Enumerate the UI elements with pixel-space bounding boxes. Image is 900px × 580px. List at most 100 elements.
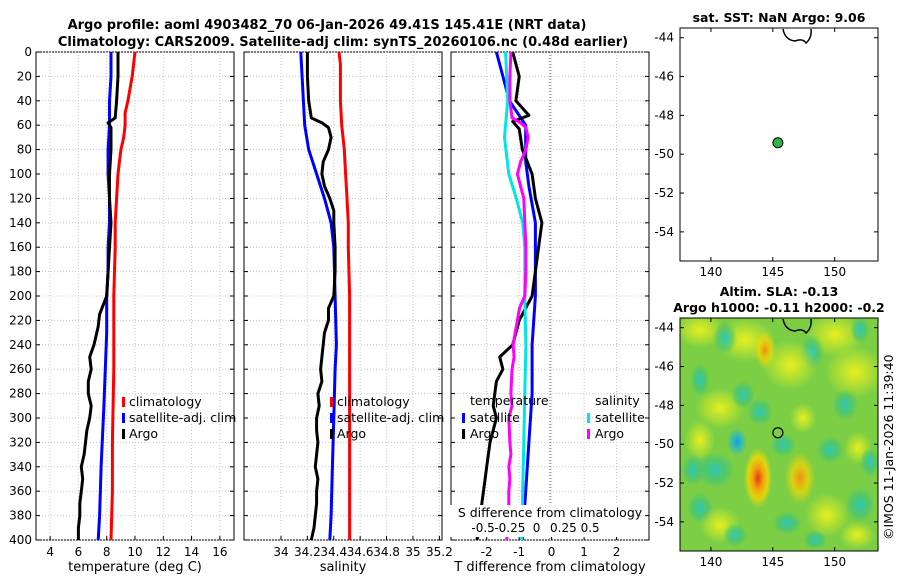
sla-blob [744, 448, 772, 508]
sla-blob [762, 340, 818, 390]
series-argo [76, 52, 120, 540]
series-argo [305, 52, 337, 540]
sla-blob [727, 428, 747, 456]
x-tick-label: 34 [273, 545, 288, 559]
x-tick-label: 140 [699, 265, 722, 279]
series-s-satellite [503, 52, 528, 540]
y-tick-label: 40 [17, 94, 32, 108]
salinity-legend: climatology satellite-adj. clim Argo [330, 394, 444, 441]
y-tick-label: 0 [24, 45, 32, 59]
legend-satellite-swatch [122, 413, 125, 423]
y-tick-label: 140 [9, 216, 32, 230]
legend-climatology-label: climatology [337, 394, 410, 409]
s-difference-ticks: -0.5 -0.25 0 0.25 0.5 [471, 521, 599, 535]
x-tick-label: 14 [184, 545, 199, 559]
temperature-ticks: 0 20 40 60 80 100 120 140 160 180 200 220 240 260 280 3… [9, 45, 234, 559]
sla-blob [803, 530, 827, 550]
y-tick-label: 240 [9, 338, 32, 352]
x-tick-label: 1 [580, 545, 588, 559]
sla-blob [690, 363, 710, 397]
sla-blob [860, 447, 878, 477]
x-tick-label: 34.8 [373, 545, 400, 559]
x-tick-label: 16 [212, 545, 227, 559]
y-tick-label: 300 [9, 411, 32, 425]
s-axis-backdrop [448, 505, 628, 537]
sla-map-title-line1: Altim. SLA: -0.13 [720, 284, 839, 299]
coastline [782, 28, 812, 45]
x-tick-label: 35.2 [426, 545, 453, 559]
y-tick-label: -52 [654, 476, 674, 490]
legend-argo-swatch [122, 429, 125, 439]
legend-climatology-swatch [122, 397, 125, 407]
temperature-xlabel: temperature (deg C) [68, 560, 202, 575]
legend-climatology-swatch [330, 397, 333, 407]
legend-t-argo-swatch [462, 429, 465, 439]
sla-blob [832, 389, 858, 421]
x-tick-label: 8 [103, 545, 111, 559]
y-tick-label: -48 [654, 398, 674, 412]
series-climatology [337, 52, 352, 540]
title-line-2: Climatology: CARS2009. Satellite-adj cli… [58, 35, 628, 50]
temperature-lines [76, 52, 137, 540]
sla-blob [790, 403, 816, 433]
y-tick-label: -50 [654, 147, 674, 161]
x-tick-label: 140 [699, 555, 722, 569]
legend-satellite-label: satellite-adj. clim [337, 410, 444, 425]
legend-temperature-title: temperature [470, 393, 549, 408]
y-tick-label: -48 [654, 108, 674, 122]
legend-satellite-label: satellite-adj. clim [129, 410, 236, 425]
sla-blob [685, 420, 715, 460]
sla-blob [845, 487, 875, 523]
sla-blob [723, 523, 747, 547]
difference-legend: temperature satellite Argo salinity sate… [462, 393, 645, 441]
y-tick-label: 340 [9, 460, 32, 474]
y-tick-label: -54 [654, 515, 674, 529]
x-tick-label: 34.6 [347, 545, 374, 559]
legend-t-argo-label: Argo [470, 426, 499, 441]
y-tick-label: 220 [9, 313, 32, 327]
sla-blob [747, 398, 773, 426]
sla-map-panel: Altim. SLA: -0.13 Argo h1000: -0.11 h200… [654, 284, 884, 569]
x-tick-label: 150 [823, 555, 846, 569]
temperature-grid [36, 51, 234, 541]
x-tick-label: 150 [823, 265, 846, 279]
y-tick-label: -52 [654, 186, 674, 200]
x-tick-label: 145 [761, 555, 784, 569]
legend-satellite-swatch [330, 413, 333, 423]
x-tick-label: 0 [548, 545, 556, 559]
x-tick-label: 34.4 [320, 545, 347, 559]
x-tick-label: 6 [75, 545, 83, 559]
legend-s-satellite-swatch [587, 413, 590, 423]
y-tick-label: 200 [9, 289, 32, 303]
x-tick-label: -2 [481, 545, 493, 559]
float-position-marker [772, 137, 784, 149]
y-tick-label: -46 [654, 360, 674, 374]
sla-blob [695, 452, 735, 488]
sla-map-axes [679, 317, 879, 552]
sla-field-blobs [680, 318, 878, 550]
y-tick-label: -44 [654, 31, 674, 45]
x-tick-label: 35 [405, 545, 420, 559]
salinity-ticks: 34 34.2 34.4 34.6 34.8 35 35.2 [244, 51, 453, 559]
y-tick-label: 80 [17, 143, 32, 157]
salinity-xlabel: salinity [320, 560, 367, 575]
x-tick-label: 12 [156, 545, 171, 559]
legend-climatology-label: climatology [129, 394, 202, 409]
sla-blob [850, 318, 870, 344]
y-tick-label: 320 [9, 435, 32, 449]
x-tick-label: 145 [761, 265, 784, 279]
sla-map-ticks: 140 145 150 -44 -46 -48 -50 -52 -54 [654, 318, 878, 569]
t-difference-xlabel: T difference from climatology [453, 560, 646, 575]
coastline [782, 318, 812, 335]
series-t-argo [475, 52, 544, 540]
sla-blob [770, 433, 796, 457]
sst-map-panel: sat. SST: NaN Argo: 9.06 140 145 150 -44 -46… [654, 10, 879, 279]
legend-t-satellite-swatch [462, 413, 465, 423]
imos-credit: ©IMOS 11-Jan-2026 11:39:40 [881, 354, 896, 540]
y-tick-label: 20 [17, 69, 32, 83]
s-x-tick-label: 0.5 [581, 521, 600, 535]
salinity-panel: 34 34.2 34.4 34.6 34.8 35 35.2 climatology sat… [243, 51, 453, 575]
series-satellite-adj-clim [299, 52, 338, 540]
x-tick-label: 4 [46, 545, 54, 559]
